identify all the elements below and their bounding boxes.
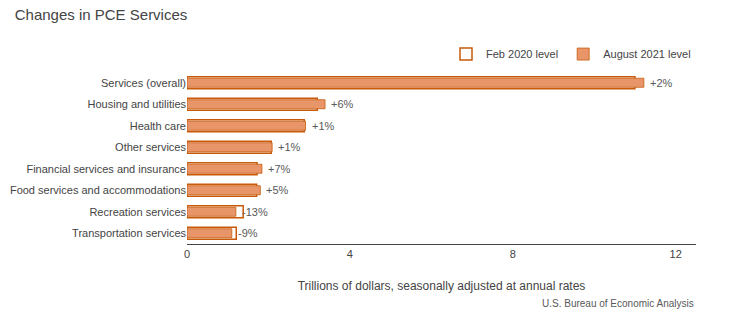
svg-text:+5%: +5% (266, 184, 289, 196)
svg-text:Financial services and insuran: Financial services and insurance (26, 163, 186, 175)
svg-text:4: 4 (347, 248, 353, 260)
svg-text:Feb 2020 level: Feb 2020 level (486, 48, 558, 60)
svg-text:12: 12 (670, 248, 682, 260)
svg-text:Other services: Other services (115, 141, 186, 153)
svg-text:-13%: -13% (242, 206, 268, 218)
svg-text:Services (overall): Services (overall) (101, 77, 186, 89)
svg-text:+1%: +1% (278, 141, 301, 153)
svg-text:0: 0 (184, 248, 190, 260)
svg-text:Housing and utilities: Housing and utilities (88, 98, 187, 110)
svg-text:Recreation services: Recreation services (89, 206, 186, 218)
svg-text:-9%: -9% (238, 227, 258, 239)
svg-text:Health care: Health care (130, 120, 186, 132)
svg-text:August 2021 level: August 2021 level (603, 48, 690, 60)
svg-text:+1%: +1% (312, 120, 335, 132)
svg-text:8: 8 (510, 248, 516, 260)
svg-text:+7%: +7% (268, 163, 291, 175)
svg-text:Trillions of dollars, seasonal: Trillions of dollars, seasonally adjuste… (298, 279, 586, 293)
svg-text:Transportation services: Transportation services (72, 227, 186, 239)
svg-text:U.S. Bureau of Economic Analys: U.S. Bureau of Economic Analysis (542, 298, 694, 309)
svg-text:Changes in PCE Services: Changes in PCE Services (15, 6, 188, 23)
svg-text:Food services and accommodatio: Food services and accommodations (10, 184, 187, 196)
svg-text:+2%: +2% (650, 77, 673, 89)
svg-text:+6%: +6% (331, 98, 354, 110)
